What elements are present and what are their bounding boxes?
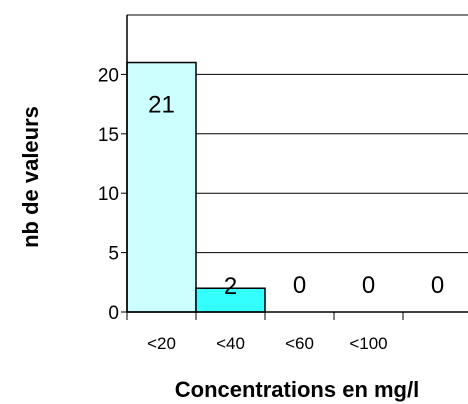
bars — [126, 61, 266, 313]
bar — [126, 61, 197, 313]
y-tick-label: 20 — [98, 65, 119, 86]
data-label: 0 — [293, 272, 306, 299]
x-tick-label: <60 — [285, 334, 314, 353]
data-label: 2 — [224, 273, 237, 300]
axes — [121, 15, 468, 320]
data-label: 21 — [148, 92, 175, 119]
y-tick-label: 5 — [108, 244, 119, 265]
x-tick-label: <40 — [216, 334, 245, 353]
x-tick-label: <20 — [147, 334, 176, 353]
y-tick-label: 10 — [98, 184, 119, 205]
data-label: 0 — [431, 272, 444, 299]
y-tick-label: 0 — [108, 303, 119, 324]
x-tick-label: <100 — [349, 334, 387, 353]
data-label: 0 — [362, 272, 375, 299]
y-tick-label: 15 — [98, 125, 119, 146]
y-axis-title: nb de valeurs — [18, 106, 43, 248]
x-axis-title: Concentrations en mg/l — [175, 377, 419, 402]
